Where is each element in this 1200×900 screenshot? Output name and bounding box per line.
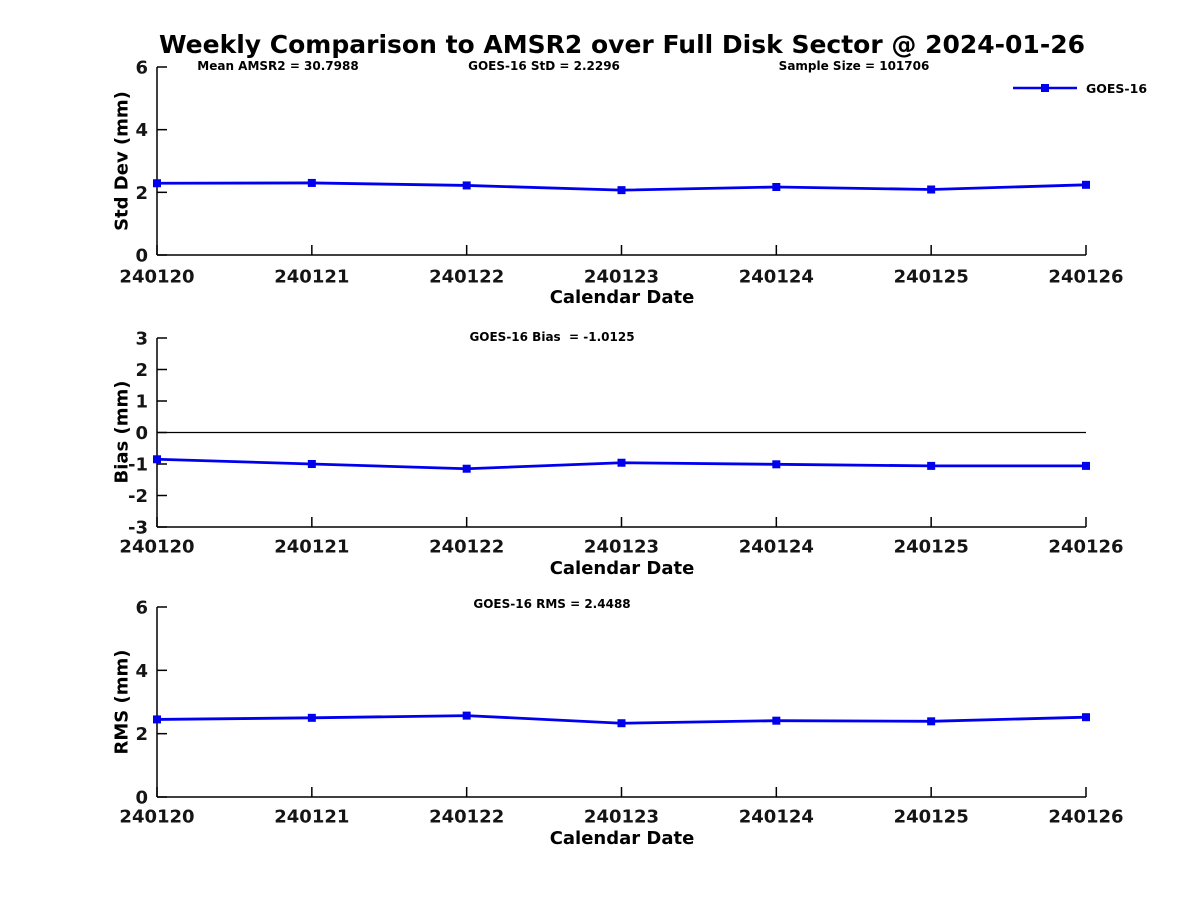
- subplot-std-dev: 0 2 4 6 240120 240121 240122 240123 240124 240125…: [119, 58, 1123, 288]
- annotation-goes16-bias: GOES-16 Bias = -1.0125: [469, 330, 635, 344]
- x-tick-label: 240123: [584, 537, 659, 558]
- data-point-marker: [307, 713, 316, 722]
- data-point-marker: [772, 460, 781, 469]
- data-point-marker: [307, 460, 316, 468]
- data-point-marker: [772, 716, 781, 725]
- y-tick-label: 0: [135, 788, 148, 809]
- annotation-mean-amsr2: Mean AMSR2 = 30.7988: [197, 59, 359, 73]
- data-point-marker: [927, 461, 936, 470]
- legend-label: GOES-16: [1086, 80, 1148, 96]
- x-tick-label: 240123: [584, 807, 659, 828]
- y-tick-label: 3: [135, 329, 148, 350]
- data-point-marker: [153, 179, 161, 188]
- data-point-marker: [927, 717, 936, 726]
- x-tick-label: 240121: [274, 807, 349, 828]
- figure-title: Weekly Comparison to AMSR2 over Full Dis…: [158, 30, 1085, 59]
- y-tick-label: 6: [135, 58, 148, 79]
- y-tick-label: -1: [128, 455, 148, 476]
- data-point-marker: [617, 719, 626, 728]
- y-tick-label: -3: [128, 518, 148, 539]
- y-axis-label-rms: RMS (mm): [111, 649, 133, 755]
- annotation-goes16-std: GOES-16 StD = 2.2296: [468, 59, 620, 73]
- y-tick-label: 4: [135, 661, 148, 682]
- y-tick-label: 4: [135, 120, 148, 141]
- x-tick-label: 240125: [894, 267, 969, 288]
- data-point-marker: [153, 455, 161, 464]
- x-tick-label: 240120: [119, 267, 194, 288]
- data-point-marker: [1082, 461, 1090, 470]
- x-tick-label: 240122: [429, 267, 504, 288]
- y-tick-label: 0: [135, 423, 148, 444]
- data-point-marker: [462, 711, 471, 720]
- data-point-marker: [1082, 180, 1090, 189]
- subplot-rms: 0 2 4 6 240120 240121 240122 240123 240124 240125…: [119, 598, 1123, 828]
- x-tick-label: 240120: [119, 537, 194, 558]
- y-axis-label-bias: Bias (mm): [111, 380, 133, 484]
- legend-square-marker-icon: [1041, 84, 1049, 92]
- legend-line-sample: [1013, 84, 1077, 92]
- data-point-marker: [307, 178, 316, 187]
- x-tick-label: 240123: [584, 267, 659, 288]
- x-axis-label-rms: Calendar Date: [549, 828, 695, 849]
- x-tick-label: 240124: [739, 537, 814, 558]
- legend: GOES-16: [1012, 80, 1147, 96]
- y-axis-label-std-dev: Std Dev (mm): [111, 91, 133, 231]
- x-tick-label: 240126: [1048, 537, 1123, 558]
- subplot-bias: -3 -2 -1 0 1 2 3 240120 240121 240122 240123 240124…: [119, 329, 1123, 558]
- annotation-goes16-rms: GOES-16 RMS = 2.4488: [473, 597, 631, 611]
- data-point-marker: [462, 464, 471, 473]
- x-tick-label: 240120: [119, 807, 194, 828]
- data-point-marker: [772, 183, 781, 192]
- x-tick-label: 240126: [1048, 267, 1123, 288]
- annotation-sample-size: Sample Size = 101706: [778, 59, 930, 73]
- x-tick-label: 240122: [429, 807, 504, 828]
- y-tick-label: 6: [135, 598, 148, 619]
- x-axis-label-bias: Calendar Date: [549, 558, 695, 579]
- data-point-marker: [617, 186, 626, 195]
- data-point-marker: [1082, 713, 1090, 722]
- x-tick-label: 240124: [739, 267, 814, 288]
- y-tick-label: 2: [135, 360, 148, 381]
- x-tick-label: 240126: [1048, 807, 1123, 828]
- x-tick-label: 240122: [429, 537, 504, 558]
- data-point-marker: [617, 458, 626, 467]
- y-tick-label: 2: [135, 724, 148, 745]
- x-tick-label: 240121: [274, 267, 349, 288]
- x-tick-label: 240121: [274, 537, 349, 558]
- data-point-marker: [462, 181, 471, 190]
- x-tick-label: 240125: [894, 537, 969, 558]
- y-tick-label: -2: [128, 486, 148, 507]
- y-tick-label: 2: [135, 183, 148, 204]
- x-tick-label: 240124: [739, 807, 814, 828]
- data-point-marker: [927, 185, 936, 194]
- data-point-marker: [153, 715, 161, 724]
- y-tick-label: 0: [135, 246, 148, 267]
- x-tick-label: 240125: [894, 807, 969, 828]
- y-tick-label: 1: [135, 392, 148, 413]
- x-axis-label-std-dev: Calendar Date: [549, 287, 695, 308]
